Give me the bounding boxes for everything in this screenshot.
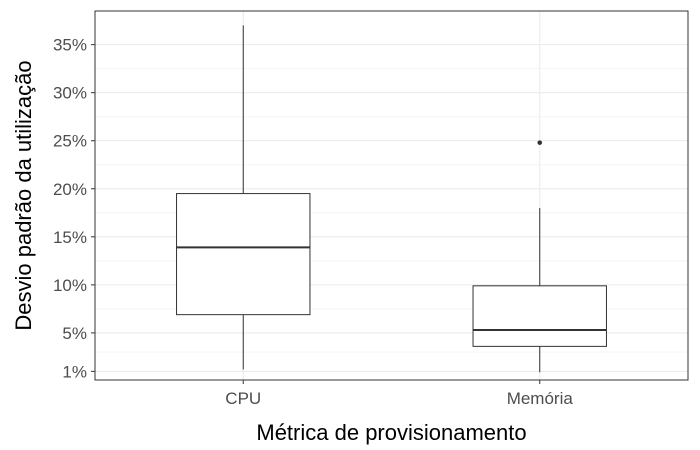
y-tick-label: 15% xyxy=(53,228,87,247)
box-iqr xyxy=(472,285,607,347)
x-axis-title: Métrica de provisionamento xyxy=(256,420,526,445)
y-tick-label: 30% xyxy=(53,84,87,103)
y-tick-label: 5% xyxy=(62,324,87,343)
y-tick-label: 1% xyxy=(62,362,87,381)
x-tick-label: CPU xyxy=(225,389,261,408)
box-iqr xyxy=(176,193,311,316)
x-tick-label: Memória xyxy=(507,389,574,408)
outlier-point xyxy=(537,140,543,145)
y-axis-title: Desvio padrão da utilização xyxy=(11,60,36,330)
box-cpu xyxy=(176,25,311,370)
y-tick-label: 10% xyxy=(53,276,87,295)
y-tick-label: 25% xyxy=(53,132,87,151)
x-axis: CPU Memória xyxy=(225,380,573,408)
y-axis: 1% 5% 10% 15% 20% 25% 30% 35% xyxy=(53,36,95,381)
plot-panel xyxy=(94,10,689,381)
y-tick-label: 20% xyxy=(53,180,87,199)
y-tick-label: 35% xyxy=(53,36,87,55)
boxes xyxy=(176,25,607,373)
box-memória xyxy=(472,140,607,373)
